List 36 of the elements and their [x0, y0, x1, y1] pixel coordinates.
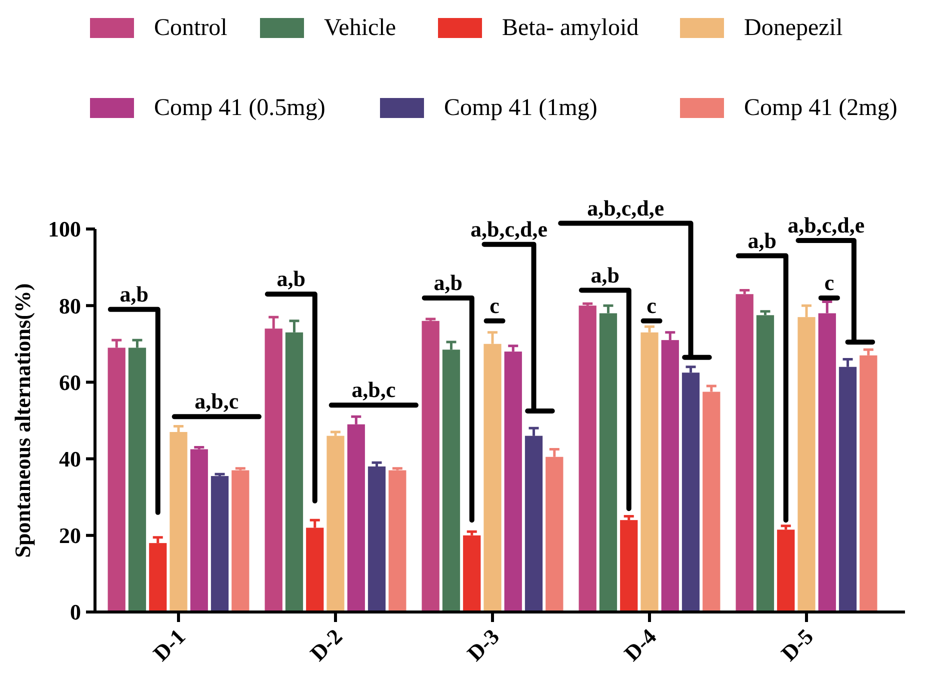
- annotation: a,b: [276, 266, 306, 292]
- y-tick-label: 60: [59, 370, 81, 395]
- annotation: a,b: [590, 262, 620, 288]
- annotation: c: [490, 292, 500, 318]
- bar: [388, 470, 406, 612]
- y-tick-label: 100: [48, 216, 81, 242]
- x-tick-label: D-2: [305, 624, 348, 666]
- bar: [232, 470, 250, 612]
- x-tick-label: D-4: [619, 624, 662, 666]
- annotation: c: [646, 292, 657, 318]
- legend-label: Control: [154, 15, 228, 41]
- legend-label: Donepezil: [744, 15, 843, 41]
- annotation: a,b: [434, 270, 463, 295]
- annotation: a,b,c,d,e: [470, 216, 548, 242]
- legend-label: Comp 41 (0.5mg): [154, 95, 326, 121]
- x-tick-label: D-5: [776, 624, 818, 666]
- annotation: a,b: [748, 228, 777, 253]
- y-tick-label: 80: [59, 293, 81, 318]
- legend-label: Comp 41 (1mg): [444, 95, 598, 121]
- y-tick-label: 40: [59, 446, 81, 472]
- text: a,b,c,d,e: [587, 195, 664, 220]
- y-tick-label: 20: [59, 523, 81, 548]
- y-tick-label: 0: [70, 600, 81, 625]
- legend-label: Comp 41 (2mg): [744, 95, 898, 121]
- legend-label: Beta- amyloid: [502, 15, 639, 41]
- annotation: c: [824, 270, 834, 295]
- x-tick-label: D-3: [462, 624, 504, 666]
- bar: [210, 476, 229, 612]
- bar: [190, 449, 208, 612]
- x-tick-label: D-1: [148, 624, 190, 666]
- annotation: a,b: [120, 281, 149, 306]
- y-axis-title: Spontaneous alternations(%): [10, 283, 35, 558]
- annotation: a,b,c: [194, 388, 239, 414]
- annotation: a,b,c: [352, 377, 396, 402]
- annotation: a,b,c,d,e: [788, 212, 865, 238]
- legend-label: Vehicle: [324, 15, 396, 41]
